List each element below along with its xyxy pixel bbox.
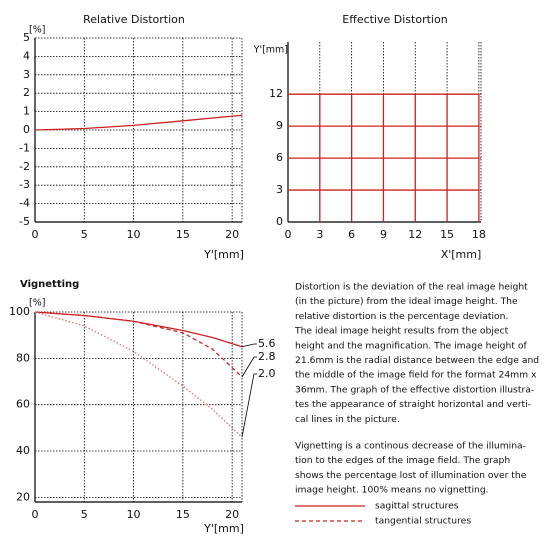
y-tick-label: 2 bbox=[23, 86, 30, 99]
x-tick-label: 18 bbox=[472, 228, 486, 241]
leader-line bbox=[241, 373, 257, 438]
y-axis-label: Y'[mm] bbox=[253, 45, 288, 56]
y-tick-label: 3 bbox=[23, 68, 30, 81]
description-text: image height. 100% means no vignetting. bbox=[295, 485, 489, 496]
chart-title: Vignetting bbox=[20, 279, 79, 290]
line-series bbox=[34, 311, 243, 348]
legend-label: sagittal structures bbox=[375, 501, 459, 512]
x-tick-label: 5 bbox=[81, 228, 88, 241]
y-axis-label: [%] bbox=[29, 298, 45, 309]
x-tick-label: 9 bbox=[380, 228, 387, 241]
line-series bbox=[34, 311, 243, 378]
line-series bbox=[34, 114, 243, 131]
leader-line bbox=[241, 343, 257, 348]
x-tick-label: 15 bbox=[176, 228, 190, 241]
description-text: shows the percentage lost of illuminatio… bbox=[295, 470, 527, 481]
y-tick-label: 0 bbox=[23, 123, 30, 136]
y-tick-label: 1 bbox=[23, 105, 30, 118]
x-tick-label: 0 bbox=[32, 228, 39, 241]
y-tick-label: -3 bbox=[19, 178, 30, 191]
y-tick-label: -5 bbox=[19, 215, 30, 228]
x-tick-label: 10 bbox=[127, 228, 141, 241]
aperture-label: 5.6 bbox=[258, 337, 276, 350]
description-text: (in the picture) from the ideal image he… bbox=[295, 296, 518, 307]
x-tick-label: 6 bbox=[348, 228, 355, 241]
y-tick-label: 40 bbox=[16, 444, 30, 457]
y-tick-label: 5 bbox=[23, 31, 30, 44]
y-tick-label: 80 bbox=[16, 351, 30, 364]
y-axis-label: [%] bbox=[29, 25, 45, 36]
x-axis-label: X'[mm] bbox=[441, 248, 482, 261]
legend-label: tangential structures bbox=[375, 516, 471, 527]
leader-line bbox=[241, 356, 257, 378]
description-text: height and the magnification. The image … bbox=[295, 340, 527, 351]
description-text: tes the appearance of straight horizonta… bbox=[295, 399, 531, 410]
chart-title: Relative Distortion bbox=[83, 13, 185, 26]
description-text: Vignetting is a continous decrease of th… bbox=[295, 441, 526, 452]
aperture-label: 2.8 bbox=[258, 350, 276, 363]
x-tick-label: 15 bbox=[440, 228, 454, 241]
x-axis-label: Y'[mm] bbox=[203, 522, 244, 535]
line-series bbox=[34, 311, 243, 438]
y-tick-label: 9 bbox=[276, 119, 283, 132]
description-text: 21.6mm is the radial distance between th… bbox=[295, 355, 539, 366]
description-text: tion to the edges of the image field. Th… bbox=[295, 455, 510, 466]
description-text: cal lines in the picture. bbox=[295, 414, 400, 425]
y-tick-label: -2 bbox=[19, 160, 30, 173]
y-tick-label: -1 bbox=[19, 141, 30, 154]
x-tick-label: 0 bbox=[32, 508, 39, 521]
y-tick-label: 20 bbox=[16, 490, 30, 503]
y-tick-label: 4 bbox=[23, 49, 30, 62]
x-axis-label: Y'[mm] bbox=[203, 248, 244, 261]
y-tick-label: 3 bbox=[276, 183, 283, 196]
x-tick-label: 15 bbox=[176, 508, 190, 521]
aperture-label: 2.0 bbox=[258, 367, 276, 380]
x-tick-label: 20 bbox=[225, 508, 239, 521]
x-tick-label: 20 bbox=[225, 228, 239, 241]
y-tick-label: 6 bbox=[276, 151, 283, 164]
description-text: the middle of the image field for the fo… bbox=[295, 370, 537, 381]
x-tick-label: 12 bbox=[408, 228, 422, 241]
x-tick-label: 0 bbox=[285, 228, 292, 241]
description-text: relative distortion is the percentage de… bbox=[295, 311, 508, 322]
y-tick-label: 0 bbox=[276, 215, 283, 228]
x-tick-label: 10 bbox=[127, 508, 141, 521]
y-tick-label: 60 bbox=[16, 398, 30, 411]
description-text: The ideal image height results from the … bbox=[294, 326, 509, 337]
description-text: 36mm. The graph of the effective distort… bbox=[295, 384, 534, 395]
y-tick-label: 12 bbox=[269, 87, 283, 100]
chart-title: Effective Distortion bbox=[342, 13, 447, 26]
y-tick-label: 100 bbox=[9, 305, 30, 318]
y-tick-label: -4 bbox=[19, 197, 30, 210]
x-tick-label: 5 bbox=[81, 508, 88, 521]
description-text: Distortion is the deviation of the real … bbox=[295, 282, 528, 293]
x-tick-label: 3 bbox=[316, 228, 323, 241]
